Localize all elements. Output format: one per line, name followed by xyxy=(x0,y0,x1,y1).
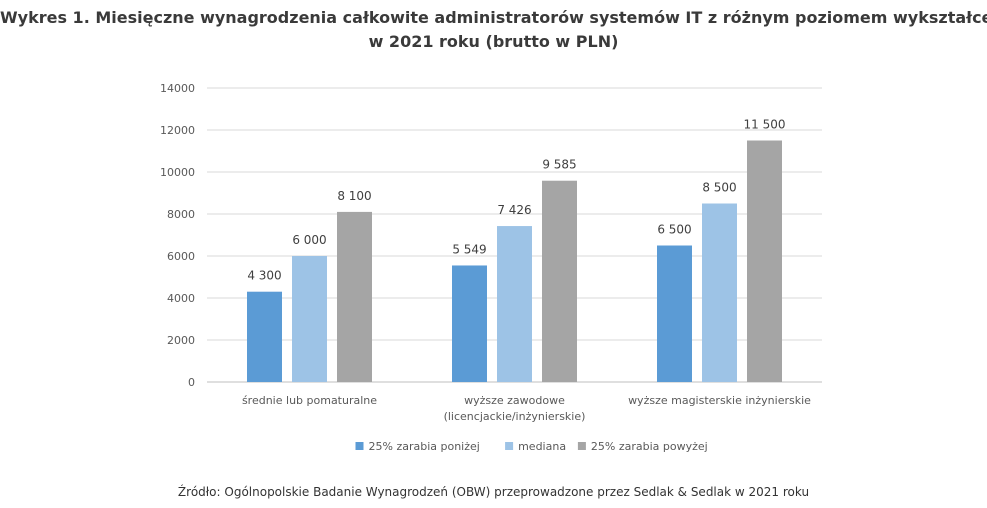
legend-swatch xyxy=(505,442,514,450)
legend-swatch xyxy=(577,442,586,450)
x-category-label: średnie lub pomaturalne xyxy=(242,394,377,407)
chart-title-line-2: w 2021 roku (brutto w PLN) xyxy=(368,32,619,51)
bar xyxy=(337,211,372,382)
bar xyxy=(292,256,327,382)
legend-label: 25% zarabia powyżej xyxy=(591,440,708,453)
data-label: 11 500 xyxy=(744,118,786,132)
y-tick-label: 10000 xyxy=(160,166,195,179)
x-category-label: wyższe zawodowe xyxy=(464,394,565,407)
x-category-label: (licencjackie/inżynierskie) xyxy=(444,410,586,423)
data-label: 6 500 xyxy=(657,223,691,237)
bar xyxy=(657,245,692,382)
y-tick-label: 8000 xyxy=(167,208,195,221)
y-tick-label: 12000 xyxy=(160,124,195,137)
y-tick-label: 4000 xyxy=(167,292,195,305)
legend-label: 25% zarabia poniżej xyxy=(369,440,480,453)
bar xyxy=(702,203,737,382)
chart-title-line-1: Wykres 1. Miesięczne wynagrodzenia całko… xyxy=(0,8,987,27)
data-label: 9 585 xyxy=(542,158,576,172)
bar xyxy=(452,265,487,382)
bar xyxy=(247,291,282,382)
y-tick-label: 0 xyxy=(188,376,195,389)
data-label: 7 426 xyxy=(497,203,531,217)
bar xyxy=(747,140,782,382)
y-tick-label: 14000 xyxy=(160,82,195,95)
data-label: 6 000 xyxy=(292,233,326,247)
chart-title: Wykres 1. Miesięczne wynagrodzenia całko… xyxy=(0,6,987,54)
bar-chart: 0 2000 4000 6000 8000 10000 12000 14000 4 300 6 0… xyxy=(160,82,822,453)
bar xyxy=(542,180,577,382)
data-label: 8 500 xyxy=(702,181,736,195)
y-tick-label: 6000 xyxy=(167,250,195,263)
legend-swatch xyxy=(355,442,364,450)
data-label: 4 300 xyxy=(247,269,281,283)
data-label: 8 100 xyxy=(337,189,371,203)
legend-label: mediana xyxy=(518,440,566,453)
y-tick-label: 2000 xyxy=(167,334,195,347)
data-label: 5 549 xyxy=(452,242,486,256)
bar xyxy=(497,226,532,382)
source-note: Źródło: Ogólnopolskie Badanie Wynagrodze… xyxy=(177,485,810,499)
x-category-label: wyższe magisterskie inżynierskie xyxy=(628,394,811,407)
